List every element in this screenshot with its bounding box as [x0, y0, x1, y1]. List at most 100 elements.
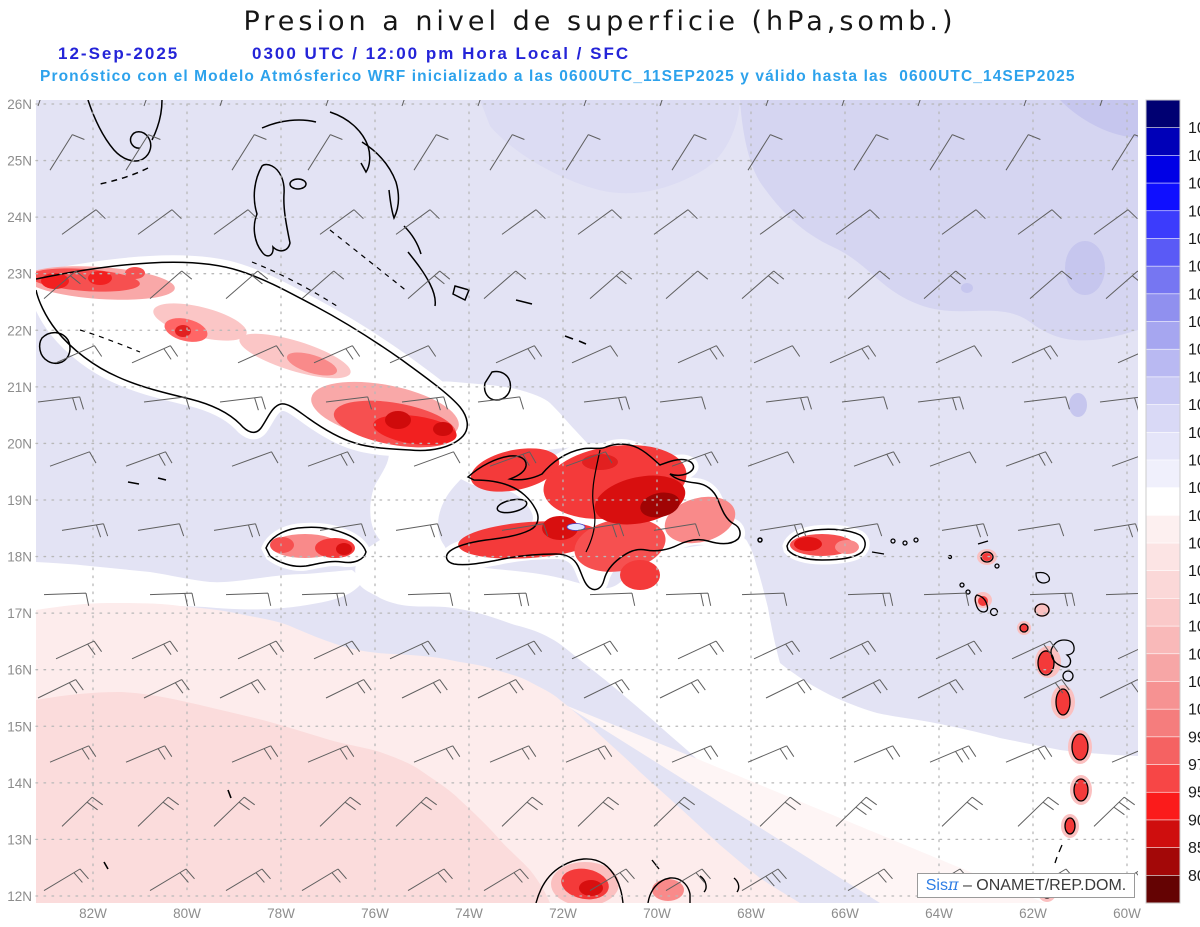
- wind-barb: [225, 270, 269, 299]
- bahamas-long-island: [407, 251, 436, 307]
- wind-barb: [1111, 750, 1138, 763]
- lat-label: 25N: [7, 154, 32, 169]
- wind-barb: [49, 745, 97, 763]
- wind-barb: [741, 592, 788, 606]
- colorbar-cell: [1145, 625, 1181, 655]
- puertorico-coast: [786, 528, 866, 561]
- neutral-band: [355, 381, 1138, 903]
- wind-barb: [413, 451, 461, 467]
- wind-barb: [37, 396, 84, 411]
- lon-label: 78W: [267, 906, 295, 921]
- lon-label: 62W: [1019, 906, 1047, 921]
- colorbar-label: 1040: [1188, 148, 1200, 165]
- wind-barb: [589, 592, 636, 606]
- wind-barb: [929, 451, 977, 467]
- colorbar-label: 1013: [1188, 508, 1200, 525]
- lon-label: 64W: [925, 906, 953, 921]
- wind-barb: [131, 640, 179, 660]
- wind-barb: [477, 396, 524, 410]
- wind-barb: [477, 679, 524, 699]
- wind-barb: [1099, 679, 1138, 699]
- wind-barb: [237, 345, 285, 364]
- hp-blob-corner: [1060, 100, 1138, 138]
- bahamas-mayaguana: [515, 299, 533, 305]
- hispaniola-coast: [445, 443, 741, 591]
- wind-barb: [671, 745, 719, 763]
- pi-icon: π: [947, 875, 959, 894]
- wind-barb: [759, 209, 804, 235]
- colorbar-cell: [1145, 542, 1181, 572]
- wind-barb: [49, 134, 85, 171]
- wind-barb: [835, 523, 883, 537]
- colorbar-cell: [1145, 847, 1181, 877]
- wind-barb: [413, 134, 449, 171]
- wind-barb: [923, 592, 970, 606]
- isla-juventud: [38, 331, 71, 364]
- colorbar-label: 800: [1188, 868, 1200, 885]
- hp-blob-3: [961, 283, 973, 293]
- neutral-strip-west: [36, 562, 360, 615]
- wind-barb: [853, 134, 889, 171]
- wind-barb: [313, 345, 361, 364]
- bahamas-exuma: [329, 229, 409, 293]
- colorbar-cell: [1145, 764, 1181, 794]
- inagua: [483, 370, 512, 401]
- colorbar-cell: [1145, 736, 1181, 766]
- wind-barb: [841, 396, 888, 410]
- wind-barb: [759, 523, 807, 538]
- lon-label: 60W: [1113, 906, 1141, 921]
- colorbar-label: 1010: [1188, 563, 1200, 580]
- lat-label: 16N: [7, 663, 32, 678]
- wind-barb: [565, 451, 613, 467]
- wind-barb: [225, 868, 271, 892]
- wind-barb: [219, 396, 266, 411]
- wind-barb: [319, 523, 367, 537]
- colorbar-cell: [1145, 431, 1181, 461]
- colorbar-cell: [1145, 99, 1181, 129]
- wind-barb: [941, 209, 986, 235]
- hp-blob-2: [1069, 393, 1087, 417]
- lon-label: 68W: [737, 906, 765, 921]
- colorbar-cell: [1145, 598, 1181, 628]
- wind-barb: [1011, 640, 1059, 660]
- colorbar-label: 1050: [1188, 120, 1200, 137]
- wind-barb: [665, 270, 709, 299]
- wind-barb: [1029, 592, 1076, 607]
- wind-barb: [483, 868, 529, 892]
- forecast-time: 0300 UTC / 12:00 pm Hora Local / SFC: [252, 44, 631, 63]
- wind-barb: [55, 640, 103, 660]
- pressure-colorbar: 1050 1040 1035 1030 1028 1025 1022 1020 1019 1018…: [1145, 99, 1200, 904]
- colorbar-label: 1016: [1188, 425, 1200, 442]
- wind-barb: [395, 209, 440, 235]
- lon-label: 70W: [643, 906, 671, 921]
- wind-barb: [741, 270, 785, 299]
- wind-barb: [131, 345, 179, 364]
- colorbar-cell: [1145, 404, 1181, 434]
- wind-barb: [841, 679, 888, 699]
- colorbar-label: 1014: [1188, 480, 1200, 497]
- attribution-system: Sis: [925, 877, 948, 894]
- wind-barb: [125, 745, 173, 763]
- colorbar-cell: [1145, 348, 1181, 378]
- latitude-axis: 26N 25N 24N 23N 22N 21N 20N 19N 18N 17N 16N 15N 14N 1…: [7, 97, 32, 904]
- bahamas-eleuthera: [361, 141, 400, 220]
- colorbar-label: 1018: [1188, 369, 1200, 386]
- wind-barb: [1105, 592, 1138, 596]
- wind-barb: [917, 396, 964, 411]
- wind-barb: [395, 523, 443, 538]
- colorbar-cell: [1145, 487, 1181, 517]
- wind-barb: [213, 523, 261, 538]
- wind-barb: [389, 640, 437, 660]
- wind-barb: [149, 592, 196, 607]
- colorbar-cell: [1145, 681, 1181, 711]
- wind-barb: [653, 523, 701, 537]
- wind-barb: [1117, 648, 1138, 660]
- lon-label: 72W: [549, 906, 577, 921]
- wind-barb: [659, 396, 706, 410]
- wind-barb: [565, 745, 613, 763]
- wind-barb: [495, 345, 543, 364]
- wind-barb: [483, 592, 530, 607]
- terrain-jamaica-pr: [270, 534, 859, 558]
